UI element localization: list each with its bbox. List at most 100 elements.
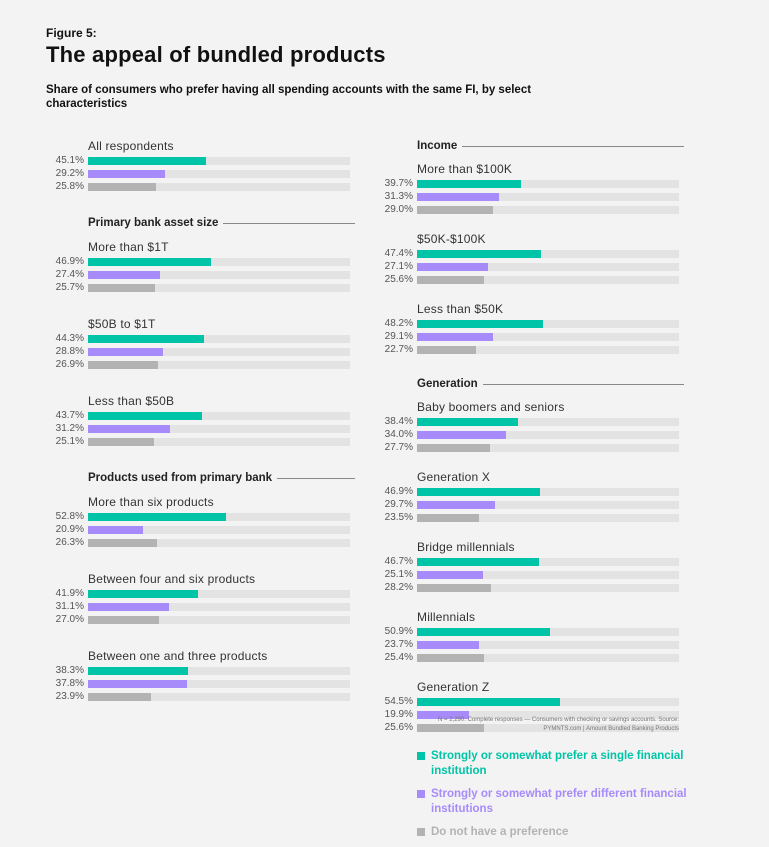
bar-track	[88, 334, 350, 343]
group-label: Baby boomers and seniors	[417, 400, 565, 414]
bar	[88, 424, 170, 433]
data-label: 25.6%	[384, 722, 413, 733]
bar	[88, 512, 227, 521]
bar-row: 19.9%	[369, 708, 684, 721]
bar	[417, 430, 507, 439]
data-label: 23.9%	[55, 691, 84, 702]
bar	[417, 557, 540, 566]
bar-row: 25.4%	[369, 651, 684, 664]
data-label: 26.3%	[55, 537, 84, 548]
bar-group: Between four and six products 41.9% 31.1% 2…	[40, 571, 355, 626]
bar-row: 27.4%	[40, 268, 355, 281]
bar-track	[88, 182, 350, 191]
data-label: 22.7%	[384, 344, 413, 355]
group-label: Less than $50B	[88, 394, 175, 408]
bar	[88, 602, 170, 611]
data-label: 28.2%	[384, 582, 413, 593]
bar-track	[88, 270, 350, 279]
bar-track	[417, 570, 679, 579]
bar-row: 25.6%	[369, 273, 684, 286]
section-header: Income	[417, 138, 684, 154]
bar	[417, 710, 470, 719]
bar-group: $50K-$100K 47.4% 27.1% 25.6%	[369, 231, 684, 286]
bar-row: 31.2%	[40, 422, 355, 435]
bar-track	[417, 192, 679, 201]
bar-row: 31.1%	[40, 600, 355, 613]
bar	[417, 627, 551, 636]
bar-row: 43.7%	[40, 409, 355, 422]
group-label: Generation Z	[417, 680, 490, 694]
bar-row: 25.7%	[40, 281, 355, 294]
bar	[88, 334, 205, 343]
group-label: Millennials	[417, 610, 476, 624]
bar	[417, 332, 494, 341]
bar-track	[88, 679, 350, 688]
data-label: 52.8%	[55, 511, 84, 522]
bar-row: 45.1%	[40, 154, 355, 167]
group-label: All respondents	[88, 139, 174, 153]
bar-track	[417, 345, 679, 354]
bar-group: Bridge millennials 46.7% 25.1% 28.2%	[369, 539, 684, 594]
bar-row: 27.7%	[369, 441, 684, 454]
bar-row: 25.6%	[369, 721, 684, 734]
bar-row: 26.9%	[40, 358, 355, 371]
bar-track	[88, 169, 350, 178]
bar-track	[88, 156, 350, 165]
bar-group: More than $1T 46.9% 27.4% 25.7%	[40, 239, 355, 294]
bar-track	[417, 627, 679, 636]
group-label: Less than $50K	[417, 302, 504, 316]
bar-track	[88, 347, 350, 356]
figure-label: Figure 5:	[46, 26, 97, 40]
section-title: Products used from primary bank	[88, 472, 273, 484]
data-label: 19.9%	[384, 709, 413, 720]
bar-row: 46.9%	[369, 485, 684, 498]
bar-track	[417, 513, 679, 522]
data-label: 54.5%	[384, 696, 413, 707]
legend-swatch	[417, 790, 425, 798]
data-label: 28.8%	[55, 346, 84, 357]
bar-row: 25.8%	[40, 180, 355, 193]
bar	[88, 411, 203, 420]
bar-group: More than $100K 39.7% 31.3% 29.0%	[369, 161, 684, 216]
data-label: 39.7%	[384, 178, 413, 189]
bar	[88, 679, 188, 688]
data-label: 31.2%	[55, 423, 84, 434]
bar	[88, 538, 157, 547]
bar	[88, 169, 165, 178]
bar	[88, 347, 164, 356]
bar-group: Between one and three products 38.3% 37.8%…	[40, 648, 355, 703]
data-label: 23.5%	[384, 512, 413, 523]
bar-track	[417, 557, 679, 566]
bar	[417, 275, 485, 284]
bar-row: 39.7%	[369, 177, 684, 190]
data-label: 29.7%	[384, 499, 413, 510]
legend-swatch	[417, 752, 425, 760]
bar-row: 23.9%	[40, 690, 355, 703]
section-header: Products used from primary bank	[88, 470, 355, 486]
bar-row: 54.5%	[369, 695, 684, 708]
data-label: 46.7%	[384, 556, 413, 567]
bar-row: 27.0%	[40, 613, 355, 626]
group-label: Generation X	[417, 470, 491, 484]
bar-row: 52.8%	[40, 510, 355, 523]
bar-group: Generation X 46.9% 29.7% 23.5%	[369, 469, 684, 524]
legend-label: Do not have a preference	[431, 826, 569, 838]
bar-track	[88, 538, 350, 547]
data-label: 25.6%	[384, 274, 413, 285]
bar	[417, 723, 485, 732]
bar	[88, 525, 143, 534]
bar-track	[417, 500, 679, 509]
bar	[417, 487, 540, 496]
data-label: 27.0%	[55, 614, 84, 625]
bar	[417, 262, 488, 271]
bar-row: 46.7%	[369, 555, 684, 568]
bar-row: 47.4%	[369, 247, 684, 260]
bar-track	[417, 262, 679, 271]
bar	[88, 666, 189, 675]
section-header: Generation	[417, 376, 684, 392]
bar-row: 48.2%	[369, 317, 684, 330]
bar	[417, 570, 483, 579]
section-title: Generation	[417, 378, 478, 390]
data-label: 29.0%	[384, 204, 413, 215]
data-label: 44.3%	[55, 333, 84, 344]
